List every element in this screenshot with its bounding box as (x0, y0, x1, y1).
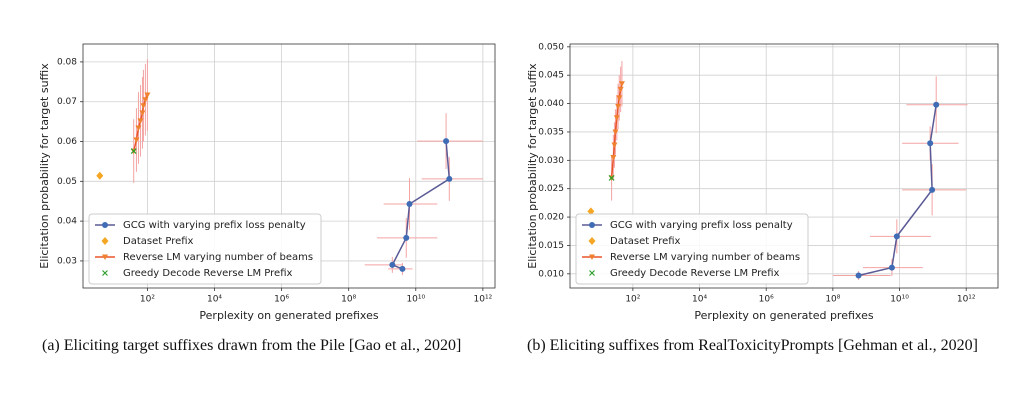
y-tick-label: 0.04 (57, 217, 77, 227)
marker (610, 154, 617, 161)
legend-label: Reverse LM varying number of beams (123, 252, 313, 263)
y-tick-label: 0.07 (57, 97, 77, 107)
marker (403, 234, 410, 241)
y-tick-label: 0.08 (57, 57, 77, 67)
marker (446, 175, 453, 182)
marker (612, 129, 619, 135)
legend-label: Dataset Prefix (610, 236, 681, 247)
y-tick-label: 0.040 (538, 99, 564, 109)
marker (389, 261, 396, 268)
y-tick-label: 0.020 (538, 213, 564, 223)
legend-label: Reverse LM varying number of beams (610, 252, 800, 263)
legend-marker (102, 222, 108, 228)
x-tick-label: 10² (140, 295, 155, 305)
marker (613, 115, 620, 121)
x-tick-label: 10⁶ (274, 295, 289, 305)
legend-label: Greedy Decode Reverse LM Prefix (610, 268, 779, 279)
legend-marker (101, 237, 109, 245)
x-tick-label: 10⁴ (207, 295, 222, 305)
marker (96, 171, 104, 180)
x-tick-label: 10⁸ (341, 295, 356, 305)
legend-marker (589, 254, 595, 260)
x-tick-label: 10² (625, 295, 640, 305)
marker (137, 118, 144, 124)
y-tick-label: 0.035 (538, 127, 564, 137)
marker (608, 174, 615, 181)
marker (406, 201, 413, 208)
marker (929, 186, 936, 193)
marker (615, 103, 622, 110)
marker (139, 110, 146, 116)
y-axis-label: Elicitation probability for target suffi… (526, 63, 539, 269)
y-tick-label: 0.015 (538, 241, 564, 251)
legend-marker (102, 270, 108, 276)
marker (611, 142, 618, 149)
series-line (858, 104, 937, 277)
x-axis-label: Perplexity on generated prefixes (199, 309, 378, 322)
plot-frame (569, 43, 999, 289)
x-tick-label: 10¹⁰ (406, 295, 425, 305)
marker (399, 265, 406, 272)
y-tick-label: 0.045 (538, 71, 564, 81)
marker (144, 92, 151, 98)
legend-label: Dataset Prefix (123, 236, 194, 247)
series-line (391, 141, 451, 270)
marker (855, 272, 862, 279)
marker (933, 101, 940, 108)
y-tick-label: 0.025 (538, 184, 564, 194)
x-tick-label: 10¹⁰ (890, 295, 909, 305)
y-tick-label: 0.06 (57, 137, 77, 147)
figure: 10² 10⁴ 10⁶ 10⁸ 10¹⁰ 10¹² 0.03 0.04 0.05 0.06 0.07… (38, 42, 999, 322)
marker (140, 103, 147, 109)
marker (443, 138, 450, 145)
marker (133, 137, 140, 143)
caption: (b) Eliciting suffixes from RealToxicity… (527, 337, 978, 354)
marker (130, 148, 137, 154)
caption: (a) Eliciting target suffixes drawn from… (42, 337, 462, 354)
legend-box (88, 213, 322, 285)
plot-frame (82, 43, 496, 289)
legend-label: Greedy Decode Reverse LM Prefix (123, 268, 292, 279)
marker (888, 264, 895, 271)
legend-label: GCG with varying prefix loss penalty (610, 220, 793, 231)
legend-marker (102, 254, 108, 260)
y-tick-label: 0.03 (57, 256, 77, 266)
x-tick-label: 10⁸ (825, 295, 840, 305)
legend-marker (589, 270, 595, 276)
marker (618, 81, 625, 87)
marker (616, 95, 623, 101)
legend-box (575, 213, 809, 285)
marker (135, 125, 142, 131)
legend-marker (588, 237, 596, 245)
marker (587, 207, 595, 216)
marker (927, 140, 934, 147)
x-tick-label: 10¹² (474, 295, 493, 305)
marker (617, 86, 624, 93)
x-tick-label: 10¹² (957, 295, 976, 305)
y-axis-label: Elicitation probability for target suffi… (38, 63, 51, 269)
legend-marker (589, 222, 595, 228)
x-tick-label: 10⁶ (759, 295, 774, 305)
y-tick-label: 0.050 (538, 42, 564, 52)
x-axis-label: Perplexity on generated prefixes (694, 309, 873, 322)
marker (893, 233, 900, 240)
x-tick-label: 10⁴ (692, 295, 707, 305)
marker (142, 97, 149, 103)
y-tick-label: 0.010 (538, 269, 564, 279)
legend-label: GCG with varying prefix loss penalty (123, 220, 306, 231)
y-tick-label: 0.05 (57, 177, 77, 187)
y-tick-label: 0.030 (538, 156, 564, 166)
